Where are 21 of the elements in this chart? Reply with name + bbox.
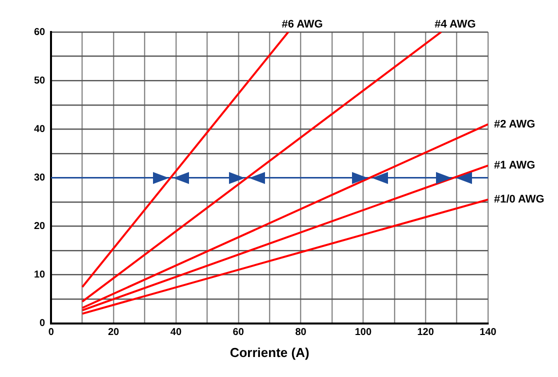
x-axis-title: Corriente (A) [230, 344, 310, 360]
series-label: #2 AWG [494, 118, 536, 130]
y-tick-label: 0 [40, 318, 46, 330]
x-tick-label: 0 [48, 327, 54, 338]
y-tick-label: 60 [34, 26, 46, 38]
x-tick-label: 20 [108, 327, 120, 338]
x-tick-label: 60 [232, 327, 244, 338]
y-tick-label: 10 [34, 270, 46, 281]
x-tick-label: 140 [480, 327, 497, 338]
series-label: #1/0 AWG [494, 194, 544, 206]
x-tick-label: 40 [170, 327, 182, 338]
x-tick-label: 100 [354, 327, 372, 338]
series-label: #6 AWG [282, 18, 323, 31]
x-tick-label: 120 [417, 327, 434, 338]
y-tick-label: 50 [34, 75, 46, 86]
series-label: #4 AWG [434, 18, 476, 31]
y-tick-label: 30 [34, 172, 46, 184]
y-tick-label: 20 [34, 221, 46, 232]
series-label: #1 AWG [494, 160, 536, 172]
x-tick-label: 80 [295, 327, 307, 338]
y-tick-label: 40 [34, 124, 46, 135]
